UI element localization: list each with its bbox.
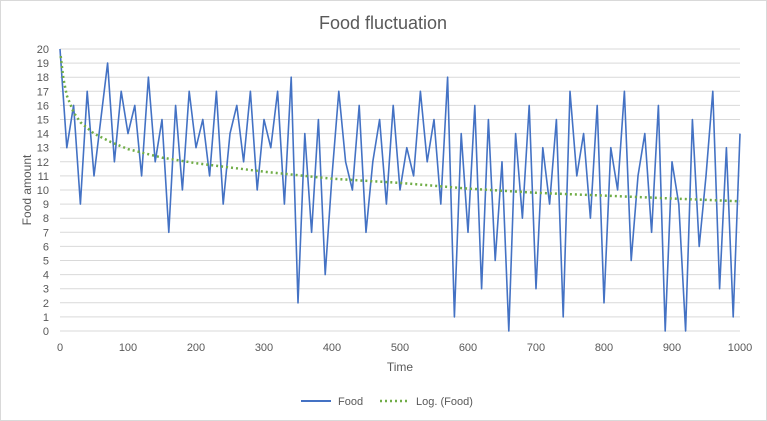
y-tick-label: 17 (37, 86, 49, 98)
y-tick-label: 6 (43, 241, 49, 253)
y-tick-label: 7 (43, 227, 49, 239)
x-tick-label: 0 (57, 342, 63, 354)
y-tick-label: 19 (37, 58, 49, 70)
x-tick-label: 1000 (728, 342, 752, 354)
x-tick-label: 900 (663, 342, 681, 354)
y-tick-label: 20 (37, 44, 49, 56)
x-axis-ticks: 0 100 200 300 400 500 600 700 800 900 1000 (57, 342, 752, 354)
y-tick-label: 14 (37, 129, 49, 141)
y-tick-label: 8 (43, 213, 49, 225)
series-line-food (59, 48, 741, 332)
y-tick-label: 5 (43, 256, 49, 268)
chart-title: Food fluctuation (319, 13, 447, 33)
y-tick-label: 11 (38, 171, 49, 183)
y-tick-label: 0 (43, 326, 49, 338)
y-tick-label: 15 (37, 115, 49, 127)
x-tick-label: 800 (595, 342, 613, 354)
x-tick-label: 600 (459, 342, 477, 354)
x-tick-label: 500 (391, 342, 409, 354)
y-tick-label: 9 (43, 199, 49, 211)
x-tick-label: 400 (323, 342, 341, 354)
y-axis-label: Food amount (20, 154, 34, 225)
y-tick-label: 13 (37, 143, 49, 155)
legend-label-log-food: Log. (Food) (416, 396, 473, 408)
y-tick-label: 12 (37, 157, 49, 169)
y-tick-label: 18 (37, 72, 49, 84)
x-tick-label: 700 (527, 342, 545, 354)
y-tick-label: 2 (43, 298, 49, 310)
series-line-log-food-trend (59, 55, 741, 203)
y-tick-label: 1 (43, 312, 49, 324)
y-tick-label: 16 (37, 100, 49, 112)
legend-label-food: Food (338, 396, 363, 408)
y-tick-label: 4 (43, 270, 49, 282)
x-axis-label: Time (387, 360, 414, 374)
x-tick-label: 100 (119, 342, 137, 354)
legend: Food Log. (Food) (301, 396, 473, 408)
x-tick-label: 200 (187, 342, 205, 354)
series-layer (59, 48, 741, 332)
y-tick-label: 3 (43, 284, 49, 296)
x-tick-label: 300 (255, 342, 273, 354)
y-tick-label: 10 (37, 185, 49, 197)
